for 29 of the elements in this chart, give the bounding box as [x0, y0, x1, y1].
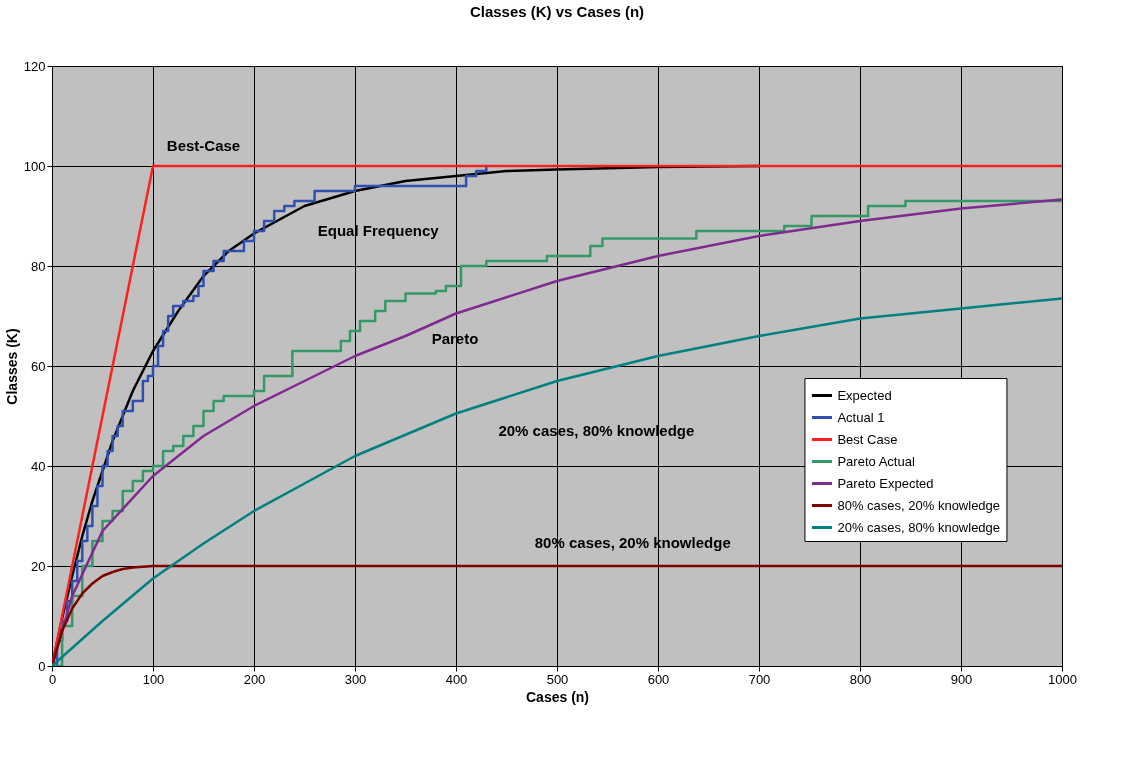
x-tick-label: 700	[748, 671, 771, 687]
legend-label: Best Case	[837, 431, 898, 447]
chart-title: Classes (K) vs Cases (n)	[469, 3, 645, 20]
x-tick-label: 400	[445, 671, 468, 687]
y-tick-label: 0	[38, 658, 46, 674]
legend-label: Expected	[837, 387, 892, 403]
y-tick-label: 60	[31, 358, 46, 374]
y-tick-label: 120	[23, 58, 46, 74]
x-axis-title: Cases (n)	[525, 688, 590, 705]
legend-label: 80% cases, 20% knowledge	[837, 497, 1001, 513]
x-tick-label: 500	[546, 671, 569, 687]
y-tick-label: 100	[23, 158, 46, 174]
x-tick-label: 900	[950, 671, 973, 687]
y-axis-title: Classes (K)	[3, 328, 20, 405]
annotation: Best-Case	[166, 136, 241, 154]
x-tick-label: 0	[48, 671, 57, 687]
legend-label: Actual 1	[837, 409, 885, 425]
x-tick-label: 800	[849, 671, 872, 687]
x-tick-label: 1000	[1048, 671, 1077, 687]
x-tick-label: 200	[243, 671, 266, 687]
y-tick-label: 80	[31, 258, 46, 274]
legend-label: 20% cases, 80% knowledge	[837, 519, 1001, 535]
x-tick-label: 600	[647, 671, 670, 687]
legend-label: Pareto Actual	[837, 453, 915, 469]
y-tick-label: 40	[31, 458, 46, 474]
x-tick-label: 100	[142, 671, 165, 687]
legend-label: Pareto Expected	[837, 475, 934, 491]
y-tick-label: 20	[31, 558, 46, 574]
x-tick-label: 300	[344, 671, 367, 687]
